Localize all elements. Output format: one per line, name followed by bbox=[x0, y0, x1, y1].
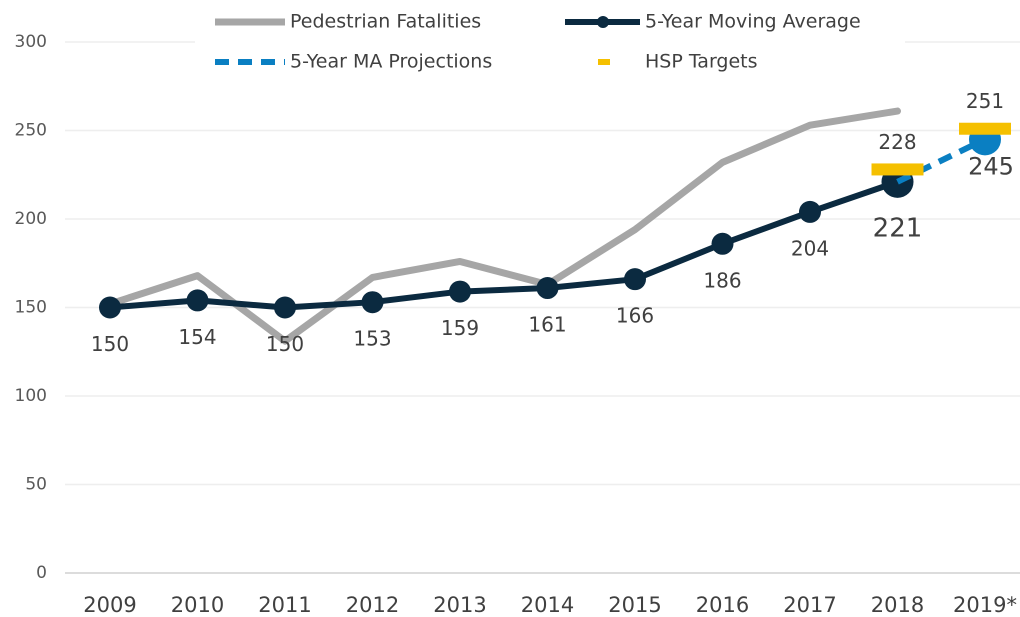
y-tick-label: 50 bbox=[25, 475, 47, 495]
data-label: 251 bbox=[966, 89, 1004, 113]
data-label: 166 bbox=[616, 304, 654, 328]
y-tick-label: 0 bbox=[36, 563, 47, 583]
point bbox=[99, 296, 121, 319]
y-tick-label: 300 bbox=[15, 32, 47, 52]
x-tick-label: 2016 bbox=[696, 593, 749, 617]
data-label: 150 bbox=[91, 332, 129, 356]
point bbox=[274, 296, 296, 319]
y-tick-label: 200 bbox=[15, 209, 47, 229]
y-tick-label: 100 bbox=[15, 386, 47, 406]
series-line bbox=[109, 178, 899, 311]
point bbox=[361, 291, 384, 314]
series-line bbox=[896, 136, 987, 185]
x-tick-label: 2011 bbox=[258, 593, 311, 617]
y-tick-label: 150 bbox=[15, 298, 47, 318]
legend-bg bbox=[195, 2, 905, 82]
data-label: 204 bbox=[791, 236, 829, 260]
point bbox=[624, 268, 646, 291]
target-mark bbox=[959, 122, 1011, 135]
point bbox=[536, 277, 559, 300]
data-label: 161 bbox=[528, 313, 566, 337]
x-tick-label: 2013 bbox=[433, 593, 486, 617]
series-line bbox=[106, 107, 901, 345]
legend-label: HSP Targets bbox=[645, 51, 758, 73]
data-label: 153 bbox=[353, 327, 391, 351]
legend-label: 5-Year MA Projections bbox=[290, 51, 492, 73]
legend-label: Pedestrian Fatalities bbox=[290, 11, 481, 33]
data-label: 221 bbox=[873, 213, 923, 243]
legend-swatch bbox=[598, 59, 610, 65]
x-tick-label: 2017 bbox=[783, 593, 836, 617]
point bbox=[186, 289, 209, 312]
data-label: 245 bbox=[968, 152, 1014, 180]
data-label: 228 bbox=[878, 130, 916, 154]
x-tick-label: 2010 bbox=[171, 593, 224, 617]
data-label: 154 bbox=[178, 325, 216, 349]
point bbox=[449, 280, 471, 303]
x-tick-label: 2015 bbox=[608, 593, 661, 617]
x-tick-label: 2009 bbox=[83, 593, 136, 617]
legend-swatch bbox=[597, 16, 609, 28]
point bbox=[799, 200, 821, 223]
data-label: 150 bbox=[266, 332, 304, 356]
x-tick-label: 2018 bbox=[871, 593, 924, 617]
legend-label: 5-Year Moving Average bbox=[645, 11, 861, 33]
x-tick-label: 2019* bbox=[953, 593, 1017, 617]
x-tick-label: 2012 bbox=[346, 593, 399, 617]
x-tick-label: 2014 bbox=[521, 593, 574, 617]
y-tick-label: 250 bbox=[15, 121, 47, 141]
data-label: 186 bbox=[703, 268, 741, 292]
point bbox=[711, 232, 734, 255]
data-label: 159 bbox=[441, 316, 479, 340]
target-mark bbox=[871, 163, 924, 176]
